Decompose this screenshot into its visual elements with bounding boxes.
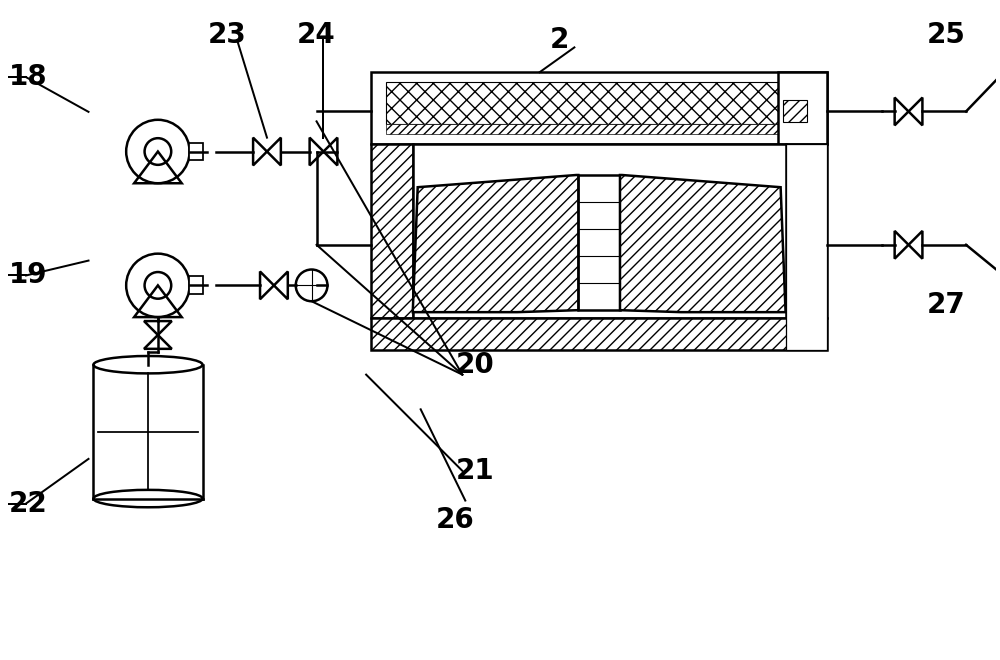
Text: 23: 23 [207,20,246,48]
Polygon shape [413,175,578,312]
Bar [386,124,778,134]
Bar [413,144,786,318]
Polygon shape [620,175,786,312]
Text: 24: 24 [297,20,335,48]
Text: 18: 18 [9,63,48,91]
Bar [371,318,827,350]
Text: 2: 2 [550,26,569,55]
Text: 22: 22 [9,490,48,517]
Text: 26: 26 [436,506,474,535]
Bar [386,82,778,124]
Text: 19: 19 [9,261,48,290]
Bar [786,144,827,350]
Text: 25: 25 [926,20,965,48]
Text: 21: 21 [455,457,494,485]
Text: 27: 27 [926,291,965,319]
Bar [371,72,827,144]
Bar [578,175,620,310]
Bar [371,144,413,318]
Bar [786,144,827,318]
Bar [778,72,827,144]
Bar [783,100,807,122]
Text: 20: 20 [455,350,494,379]
Bar [189,277,203,294]
Bar [189,143,203,160]
